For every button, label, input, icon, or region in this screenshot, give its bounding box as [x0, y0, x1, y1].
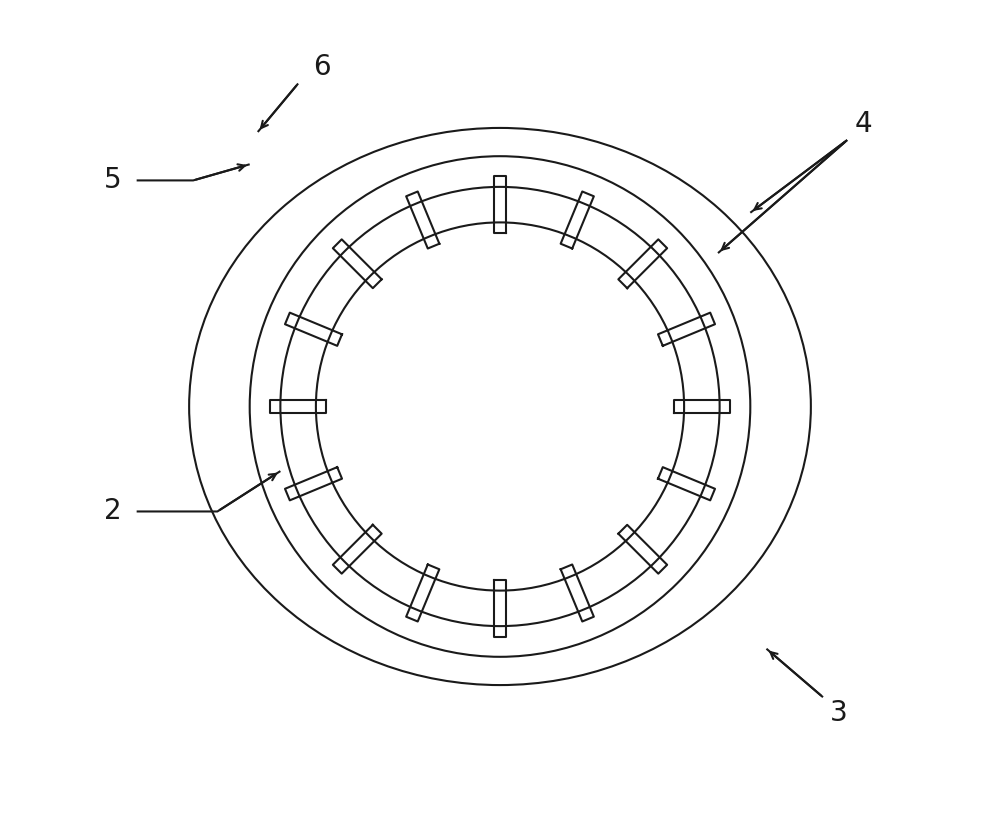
- Text: 4: 4: [855, 110, 872, 138]
- Text: 2: 2: [104, 498, 121, 525]
- Text: 3: 3: [830, 699, 848, 728]
- Text: 6: 6: [314, 54, 331, 81]
- Text: 5: 5: [104, 167, 121, 194]
